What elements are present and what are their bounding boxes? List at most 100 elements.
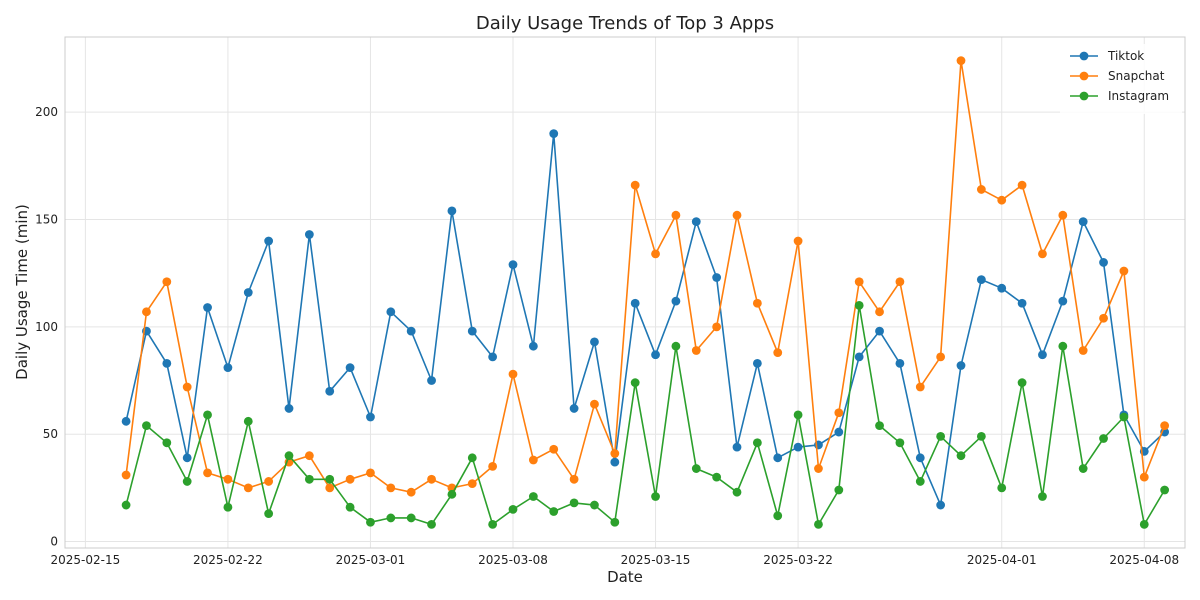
data-point bbox=[162, 358, 172, 368]
data-point bbox=[366, 468, 375, 478]
chart-title: Daily Usage Trends of Top 3 Apps bbox=[476, 13, 774, 34]
data-point bbox=[752, 298, 762, 308]
data-point bbox=[793, 236, 803, 246]
data-point bbox=[976, 185, 986, 194]
data-point bbox=[345, 502, 355, 512]
data-point bbox=[264, 509, 274, 519]
x-tick-label: 2025-02-22 bbox=[193, 553, 263, 567]
data-point bbox=[671, 341, 681, 351]
data-point bbox=[1058, 341, 1068, 351]
y-tick-label: 0 bbox=[50, 535, 58, 549]
data-point bbox=[427, 376, 436, 385]
legend-label: Snapchat bbox=[1108, 69, 1165, 83]
data-point bbox=[671, 296, 681, 306]
data-point bbox=[630, 378, 640, 388]
legend-label: Tiktok bbox=[1107, 49, 1144, 63]
data-point bbox=[467, 479, 477, 488]
data-point bbox=[976, 431, 986, 441]
data-point bbox=[875, 307, 884, 317]
series-layer bbox=[121, 56, 1170, 529]
data-point bbox=[1078, 346, 1088, 355]
data-point bbox=[1119, 266, 1129, 276]
data-point bbox=[773, 348, 783, 358]
data-point bbox=[895, 277, 905, 287]
data-point bbox=[610, 449, 620, 458]
legend-marker bbox=[1079, 71, 1089, 81]
data-point bbox=[997, 195, 1007, 205]
data-point bbox=[854, 300, 864, 310]
x-tick-label: 2025-03-01 bbox=[336, 553, 406, 567]
data-point bbox=[223, 502, 233, 512]
data-point bbox=[223, 474, 233, 484]
x-tick-label: 2025-03-08 bbox=[478, 553, 548, 567]
data-point bbox=[304, 451, 314, 461]
data-point bbox=[223, 363, 233, 373]
data-point bbox=[427, 474, 436, 484]
data-point bbox=[793, 442, 803, 452]
data-point bbox=[386, 483, 396, 493]
data-point bbox=[121, 470, 131, 480]
data-point bbox=[1038, 350, 1047, 360]
data-point bbox=[406, 326, 416, 336]
data-point bbox=[488, 462, 498, 471]
data-point bbox=[569, 498, 579, 508]
x-axis-ticks: 2025-02-15 2025-02-22 2025-03-01 2025-03-08… bbox=[50, 553, 1179, 567]
data-point bbox=[325, 386, 335, 396]
data-point bbox=[121, 500, 131, 510]
data-point bbox=[182, 477, 192, 486]
data-point bbox=[243, 416, 253, 426]
data-point bbox=[203, 303, 212, 312]
data-point bbox=[651, 350, 660, 360]
data-point bbox=[304, 474, 314, 484]
data-point bbox=[1038, 492, 1047, 501]
data-point bbox=[366, 517, 375, 527]
data-point bbox=[304, 230, 314, 239]
data-point bbox=[793, 410, 803, 420]
data-point bbox=[814, 464, 823, 473]
data-point bbox=[590, 399, 599, 409]
data-point bbox=[976, 275, 986, 285]
data-point bbox=[467, 326, 477, 336]
y-axis-ticks: 0 50 100 150 200 bbox=[35, 105, 58, 548]
data-point bbox=[284, 404, 294, 413]
data-point bbox=[854, 352, 864, 362]
data-point bbox=[142, 421, 151, 431]
data-point bbox=[549, 507, 559, 516]
data-point bbox=[1119, 412, 1129, 422]
data-point bbox=[406, 513, 416, 523]
data-point bbox=[162, 438, 172, 448]
data-point bbox=[834, 485, 844, 495]
data-point bbox=[1038, 249, 1047, 259]
data-point bbox=[569, 404, 579, 413]
data-point bbox=[1139, 472, 1149, 482]
data-point bbox=[284, 451, 294, 461]
data-point bbox=[651, 492, 660, 501]
data-point bbox=[182, 382, 192, 392]
data-point bbox=[691, 464, 701, 473]
data-point bbox=[936, 500, 946, 510]
data-point bbox=[915, 382, 925, 392]
data-point bbox=[630, 298, 640, 308]
data-point bbox=[427, 519, 436, 529]
data-point bbox=[1078, 217, 1088, 227]
data-point bbox=[528, 341, 538, 351]
legend-marker bbox=[1079, 91, 1089, 101]
x-axis-label: Date bbox=[607, 568, 643, 586]
series-line-instagram bbox=[125, 304, 1166, 526]
data-point bbox=[508, 260, 518, 269]
data-point bbox=[997, 283, 1007, 293]
data-point bbox=[1160, 421, 1170, 431]
data-point bbox=[936, 352, 946, 362]
data-point bbox=[915, 477, 925, 486]
data-point bbox=[956, 56, 966, 66]
data-point bbox=[752, 438, 762, 448]
data-point bbox=[1017, 298, 1027, 308]
y-tick-label: 150 bbox=[35, 213, 58, 227]
x-tick-label: 2025-03-15 bbox=[621, 553, 691, 567]
data-point bbox=[243, 483, 253, 493]
data-point bbox=[712, 472, 722, 482]
data-point bbox=[671, 210, 681, 220]
data-point bbox=[1017, 378, 1027, 388]
data-point bbox=[488, 519, 498, 529]
data-point bbox=[691, 217, 701, 227]
